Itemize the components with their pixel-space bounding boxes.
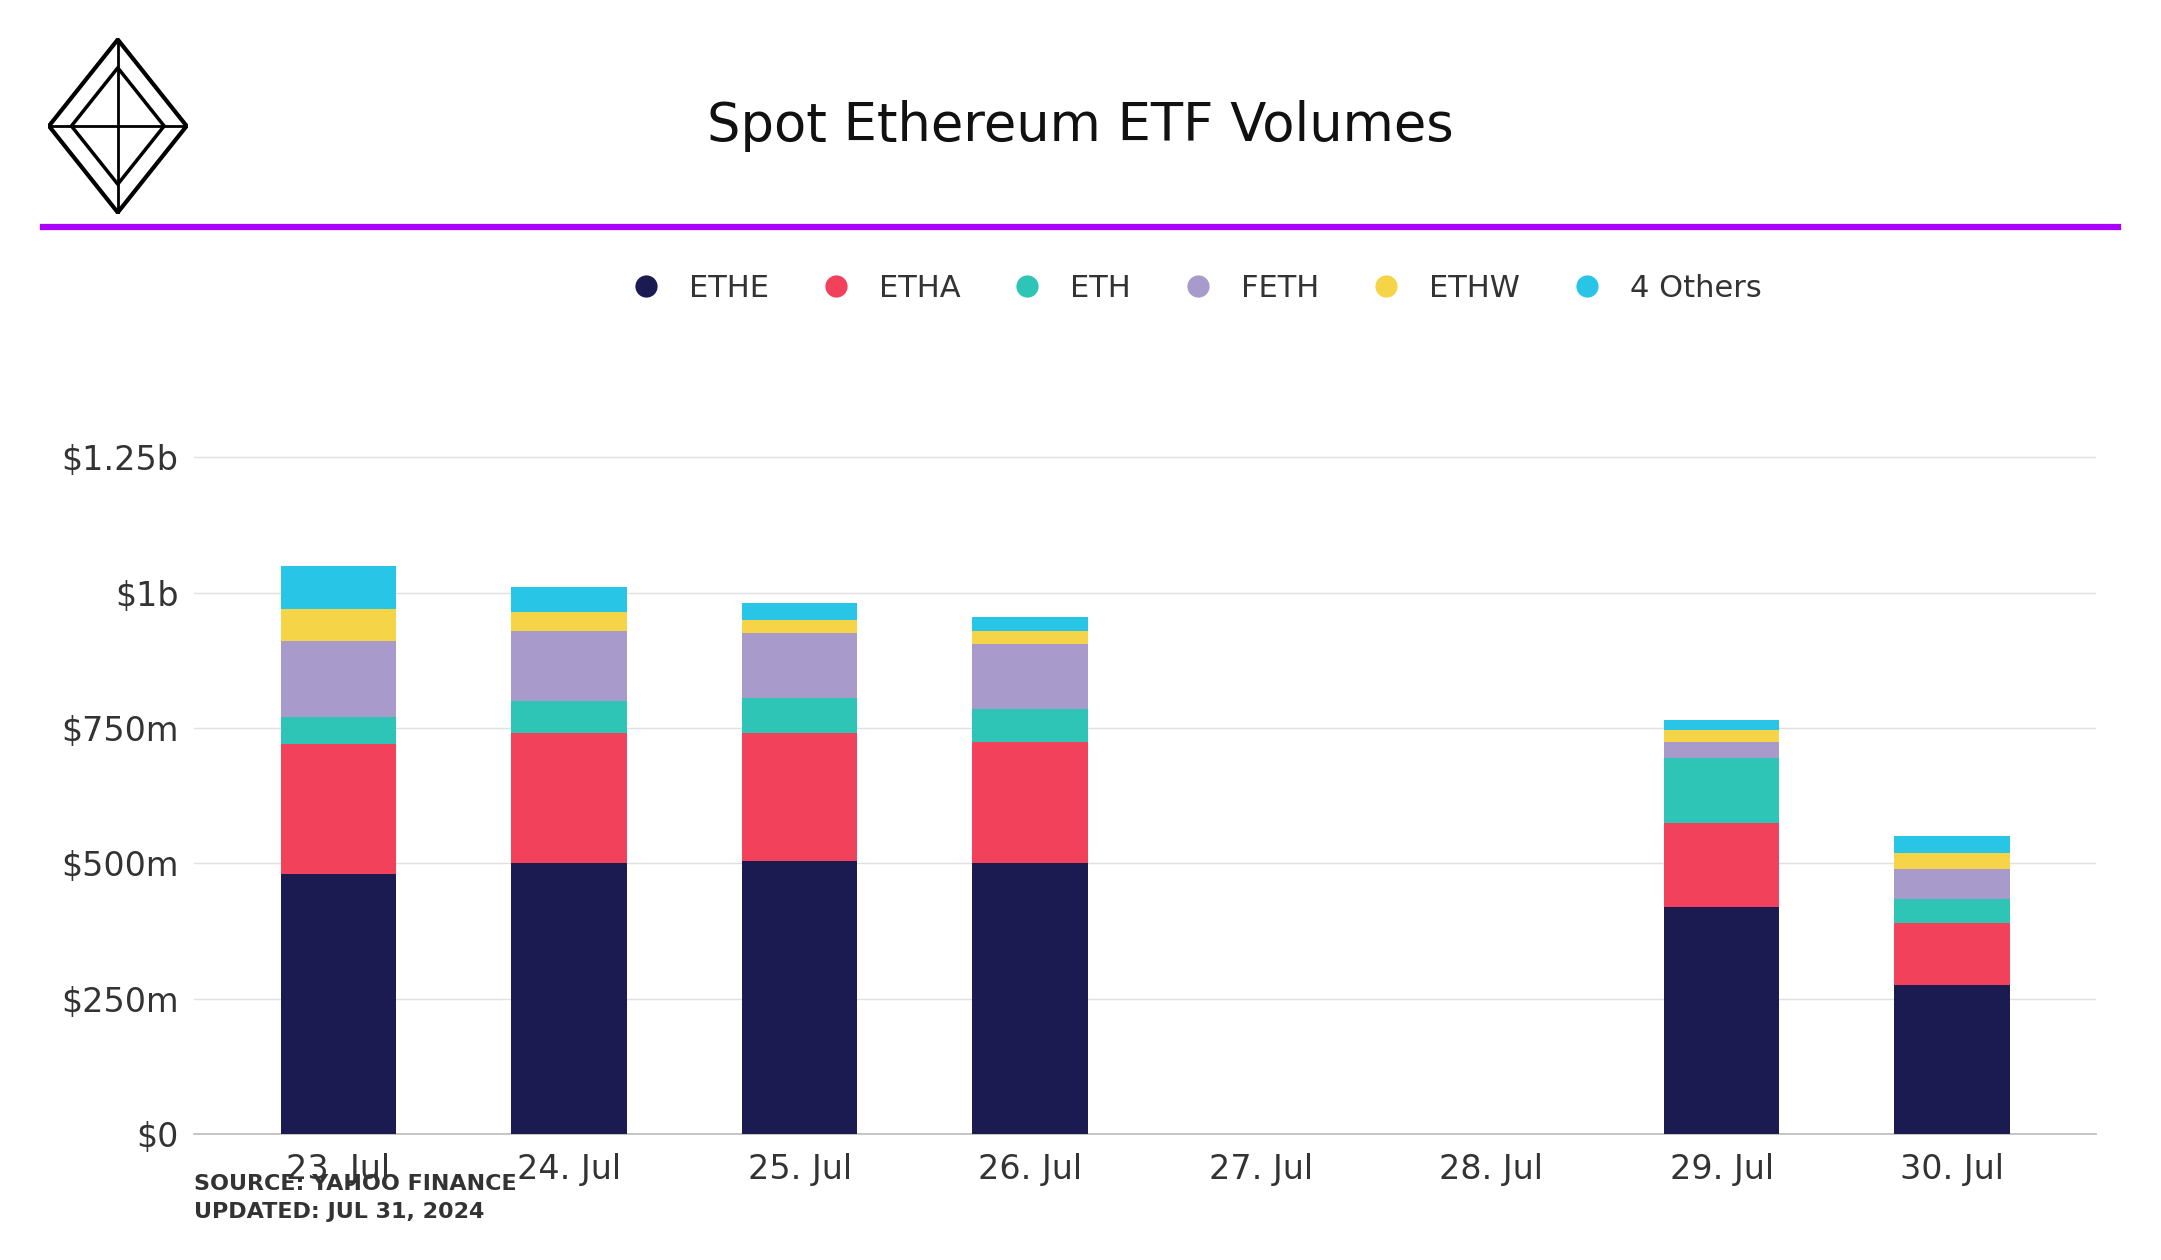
Bar <box>972 742 1087 863</box>
Bar <box>1895 985 2010 1134</box>
Bar <box>1895 922 2010 985</box>
Bar <box>1664 907 1779 1134</box>
Bar <box>972 644 1087 709</box>
Bar <box>281 641 395 717</box>
Bar <box>1664 757 1779 823</box>
Bar <box>281 609 395 641</box>
Bar <box>1895 868 2010 898</box>
Bar <box>512 733 627 863</box>
Bar <box>972 630 1087 644</box>
Bar <box>1664 823 1779 907</box>
Bar <box>281 717 395 745</box>
Bar <box>512 630 627 701</box>
Bar <box>512 863 627 1134</box>
Bar <box>972 709 1087 742</box>
Bar <box>512 587 627 611</box>
Bar <box>1664 730 1779 742</box>
Bar <box>741 698 858 733</box>
Legend: ETHE, ETHA, ETH, FETH, ETHW, 4 Others: ETHE, ETHA, ETH, FETH, ETHW, 4 Others <box>616 273 1761 302</box>
Bar <box>741 634 858 698</box>
Bar <box>1895 837 2010 853</box>
Text: Spot Ethereum ETF Volumes: Spot Ethereum ETF Volumes <box>707 100 1454 152</box>
Bar <box>1664 719 1779 730</box>
Bar <box>1895 853 2010 868</box>
Bar <box>741 733 858 861</box>
Bar <box>741 861 858 1134</box>
Bar <box>741 604 858 620</box>
Bar <box>972 863 1087 1134</box>
Bar <box>512 701 627 733</box>
Bar <box>741 620 858 634</box>
Bar <box>512 611 627 630</box>
Text: SOURCE: YAHOO FINANCE
UPDATED: JUL 31, 2024: SOURCE: YAHOO FINANCE UPDATED: JUL 31, 2… <box>194 1174 516 1222</box>
Bar <box>281 566 395 609</box>
Bar <box>972 617 1087 630</box>
Bar <box>281 745 395 874</box>
Bar <box>1895 898 2010 922</box>
Bar <box>281 874 395 1134</box>
Bar <box>1664 742 1779 757</box>
